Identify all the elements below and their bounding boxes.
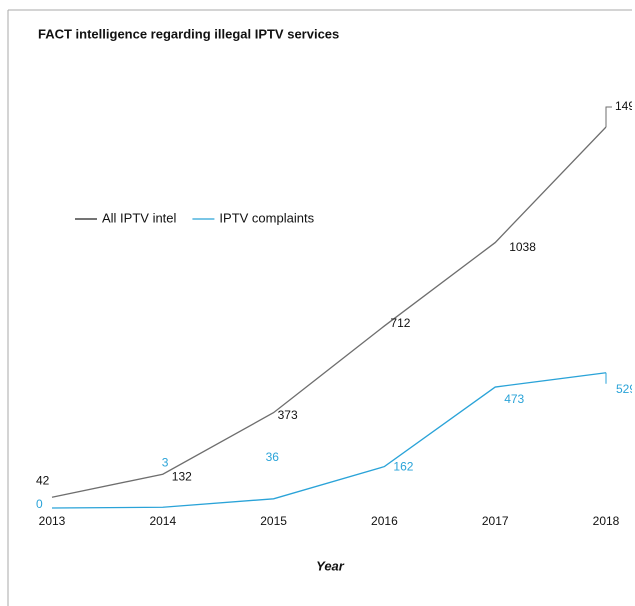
x-tick-label: 2017: [482, 514, 509, 528]
plot: 2013 2014 2015 2016 2017 2018 42 132 373 712 1038 1…: [36, 99, 635, 528]
legend-label: All IPTV intel: [102, 210, 177, 225]
x-tick-label: 2015: [260, 514, 287, 528]
chart-title: FACT intelligence regarding illegal IPTV…: [38, 26, 339, 41]
data-label: 473: [504, 392, 524, 406]
data-label: 712: [390, 316, 410, 330]
data-label: 3: [162, 455, 169, 469]
x-tick-label: 2014: [149, 514, 176, 528]
data-label: 373: [278, 408, 298, 422]
x-tick-label: 2018: [593, 514, 620, 528]
data-label: 132: [172, 469, 192, 483]
series-line: [51, 372, 607, 509]
x-tick-label: 2016: [371, 514, 398, 528]
data-label: 36: [266, 450, 280, 464]
data-label: 1038: [509, 240, 536, 254]
data-label: 42: [36, 473, 50, 487]
data-label: 162: [393, 460, 413, 474]
data-label: 529: [616, 382, 635, 396]
data-label: 0: [36, 497, 43, 511]
legend-label: IPTV complaints: [219, 210, 314, 225]
x-axis-label: Year: [316, 558, 345, 573]
x-tick-label: 2013: [39, 514, 66, 528]
series-line: [51, 126, 607, 498]
leader-line: [605, 106, 612, 127]
